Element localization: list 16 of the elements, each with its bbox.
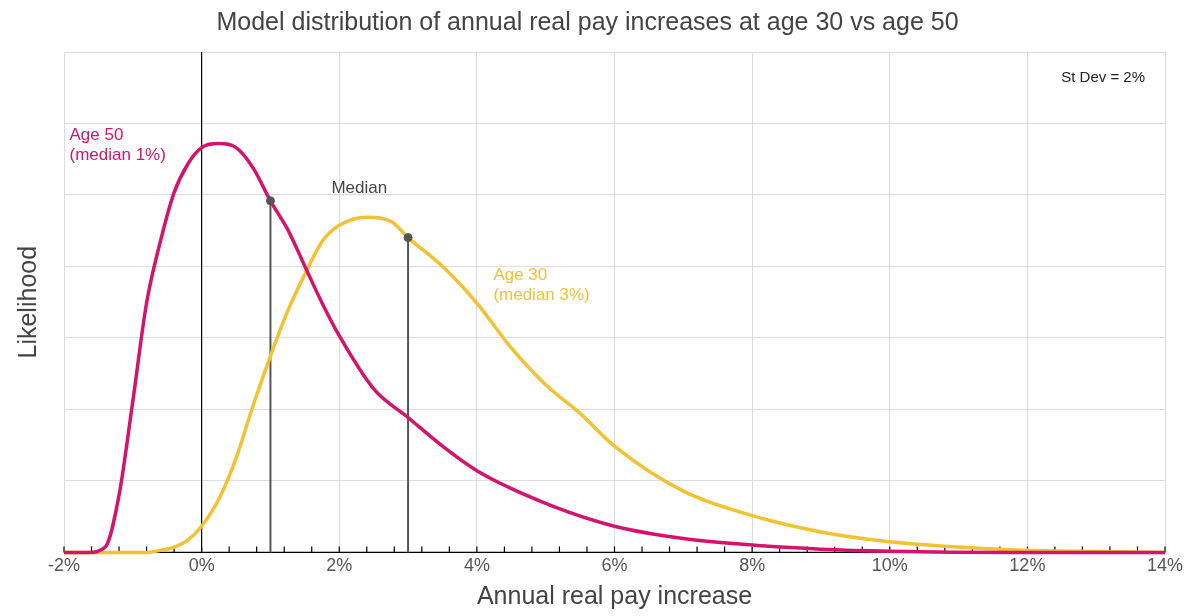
- x-tick-label: 8%: [739, 555, 766, 576]
- x-axis-title: Annual real pay increase: [476, 580, 753, 609]
- x-tick-label: 14%: [1146, 555, 1184, 576]
- y-axis-title: Likelihood: [12, 245, 41, 359]
- x-tick-label: 4%: [463, 555, 490, 576]
- x-tick-label: 6%: [601, 555, 628, 576]
- x-tick-label: -2%: [47, 555, 81, 576]
- text: St Dev = 2%: [1061, 67, 1145, 85]
- text: Median: [331, 177, 388, 197]
- x-tick-label: 10%: [871, 555, 908, 576]
- chart-title: Model distribution of annual real pay increases at age 30 vs age 50: [216, 6, 959, 35]
- x-tick-label: 2%: [326, 555, 353, 576]
- series-label: Age 50 (median 1%): [69, 125, 166, 165]
- x-tick-label: 0%: [188, 555, 215, 576]
- x-tick-label: 12%: [1009, 555, 1046, 576]
- series-label: Age 30 (median 3%): [493, 265, 590, 305]
